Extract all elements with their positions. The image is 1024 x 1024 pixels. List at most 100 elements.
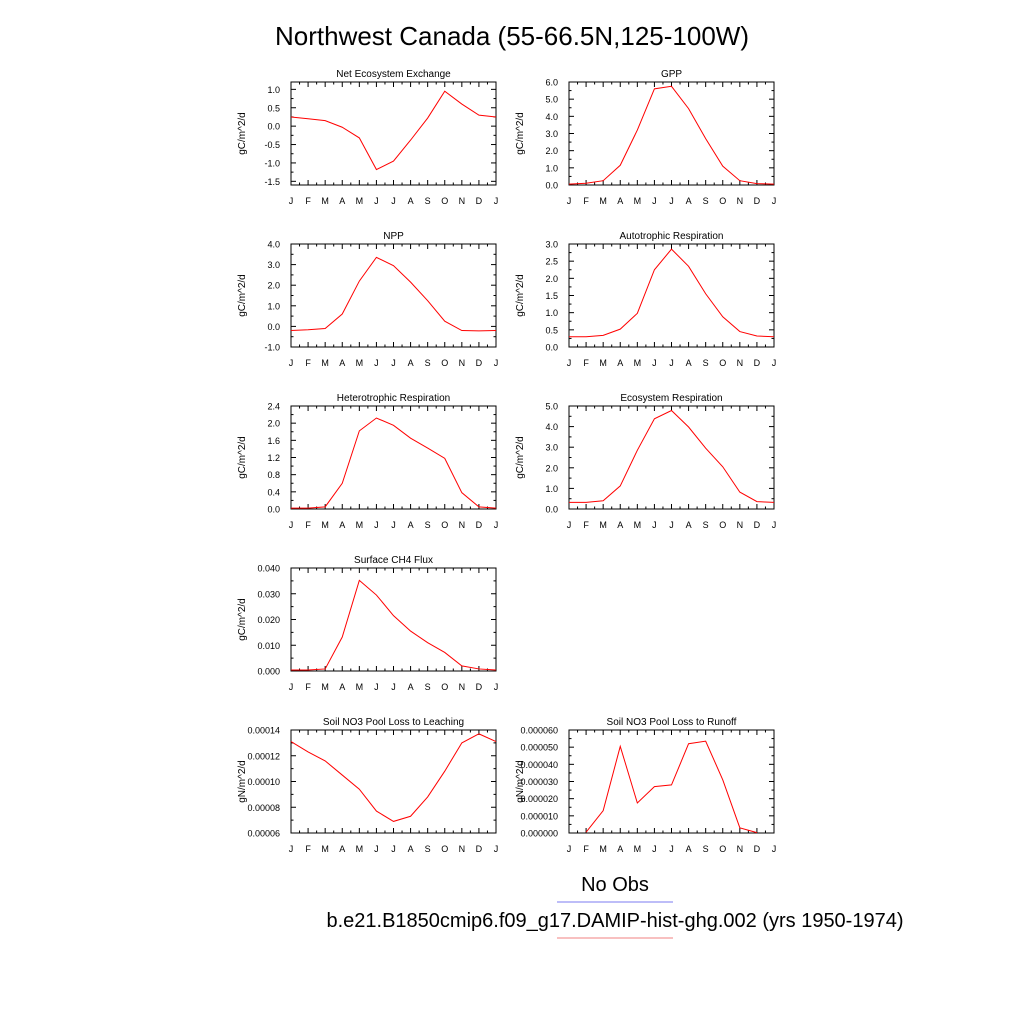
y-tick-label: 0.5 <box>545 325 558 335</box>
y-tick-label: -1.0 <box>264 158 280 168</box>
x-tick-label: M <box>356 682 364 692</box>
y-tick-label: 0.0 <box>545 181 558 191</box>
panel-frame <box>290 243 497 348</box>
x-tick-label: S <box>703 844 709 854</box>
x-tick-label: D <box>754 844 761 854</box>
x-tick-label: D <box>476 520 483 530</box>
x-tick-label: J <box>289 682 294 692</box>
x-tick-label: N <box>737 358 744 368</box>
x-tick-label: D <box>754 196 761 206</box>
x-tick-label: A <box>686 358 692 368</box>
x-tick-label: F <box>583 358 589 368</box>
x-tick-label: J <box>567 358 572 368</box>
x-tick-label: J <box>289 844 294 854</box>
panel-frame <box>568 243 775 348</box>
y-tick-label: 0.0 <box>267 122 280 132</box>
x-tick-label: S <box>425 844 431 854</box>
y-tick-label: 0.000020 <box>520 794 558 804</box>
y-tick-label: 0.000010 <box>520 811 558 821</box>
y-tick-label: 0.00008 <box>247 803 280 813</box>
x-tick-label: N <box>459 358 466 368</box>
x-tick-label: M <box>356 358 364 368</box>
x-tick-label: M <box>321 844 329 854</box>
x-tick-label: J <box>494 196 499 206</box>
panel-frame <box>290 405 497 510</box>
y-axis-label: gC/m^2/d <box>515 112 526 155</box>
x-tick-label: J <box>391 358 396 368</box>
x-tick-label: J <box>669 520 674 530</box>
y-tick-label: 0.00006 <box>247 829 280 839</box>
series-line-1 <box>585 740 758 834</box>
series-line-1 <box>290 733 497 822</box>
x-tick-label: N <box>459 520 466 530</box>
y-tick-label: 4.0 <box>545 422 558 432</box>
x-tick-label: M <box>599 358 607 368</box>
y-tick-label: 1.6 <box>267 436 280 446</box>
y-tick-label: 1.0 <box>545 484 558 494</box>
x-tick-label: M <box>634 358 642 368</box>
legend-entry-no-obs: No Obs <box>581 874 649 896</box>
panel-frame <box>568 81 775 186</box>
x-tick-label: J <box>374 520 379 530</box>
y-tick-label: 1.0 <box>545 308 558 318</box>
panel-frame <box>290 81 497 186</box>
y-tick-label: 2.0 <box>267 419 280 429</box>
x-tick-label: S <box>425 196 431 206</box>
x-tick-label: J <box>567 520 572 530</box>
x-tick-label: J <box>374 196 379 206</box>
y-tick-label: 1.0 <box>267 85 280 95</box>
x-tick-label: O <box>719 520 726 530</box>
x-tick-label: O <box>441 682 448 692</box>
y-tick-label: 0.4 <box>267 487 280 497</box>
panel-title: GPP <box>661 69 682 80</box>
x-tick-label: M <box>634 844 642 854</box>
x-tick-label: O <box>719 358 726 368</box>
series-line-1 <box>291 579 497 671</box>
x-tick-label: M <box>634 520 642 530</box>
x-tick-label: M <box>356 520 364 530</box>
x-tick-label: F <box>305 196 311 206</box>
series-line-1 <box>290 256 497 332</box>
y-tick-label: 3.0 <box>545 443 558 453</box>
x-tick-label: N <box>737 844 744 854</box>
y-axis-label: gC/m^2/d <box>237 274 248 317</box>
y-axis-label: gC/m^2/d <box>237 112 248 155</box>
y-tick-label: 0.000000 <box>520 829 558 839</box>
legend: No Obs b.e21.B1850cmip6.f09_g17.DAMIP-hi… <box>326 874 904 939</box>
y-axis-label: gC/m^2/d <box>515 274 526 317</box>
y-tick-label: 4.0 <box>267 240 280 250</box>
series-line-1 <box>290 90 497 171</box>
y-tick-label: 2.0 <box>545 146 558 156</box>
x-tick-label: M <box>356 844 364 854</box>
y-tick-label: 0.00010 <box>247 777 280 787</box>
x-tick-label: M <box>321 682 329 692</box>
x-tick-label: D <box>754 358 761 368</box>
y-axis-label: gN/m^2/d <box>515 760 526 803</box>
y-tick-label: 0.000040 <box>520 760 558 770</box>
x-tick-label: F <box>583 520 589 530</box>
x-tick-label: D <box>476 196 483 206</box>
x-tick-label: O <box>441 844 448 854</box>
y-tick-label: 2.5 <box>545 257 558 267</box>
x-tick-label: A <box>617 196 623 206</box>
x-tick-label: J <box>652 358 657 368</box>
x-tick-label: J <box>289 358 294 368</box>
panel-frame <box>290 567 497 672</box>
x-tick-label: O <box>719 844 726 854</box>
y-axis-label: gC/m^2/d <box>237 598 248 641</box>
x-tick-label: A <box>339 196 345 206</box>
x-tick-label: F <box>305 358 311 368</box>
x-tick-label: J <box>391 196 396 206</box>
panel-8: Soil NO3 Pool Loss to Leaching gN/m^2/d J F… <box>237 717 498 854</box>
y-tick-label: 0.0 <box>267 505 280 515</box>
y-tick-label: 0.020 <box>257 615 280 625</box>
x-tick-label: A <box>686 844 692 854</box>
x-tick-label: J <box>289 196 294 206</box>
series-line-1 <box>291 417 497 509</box>
y-tick-label: 0.000 <box>257 667 280 677</box>
y-tick-label: 3.0 <box>267 260 280 270</box>
